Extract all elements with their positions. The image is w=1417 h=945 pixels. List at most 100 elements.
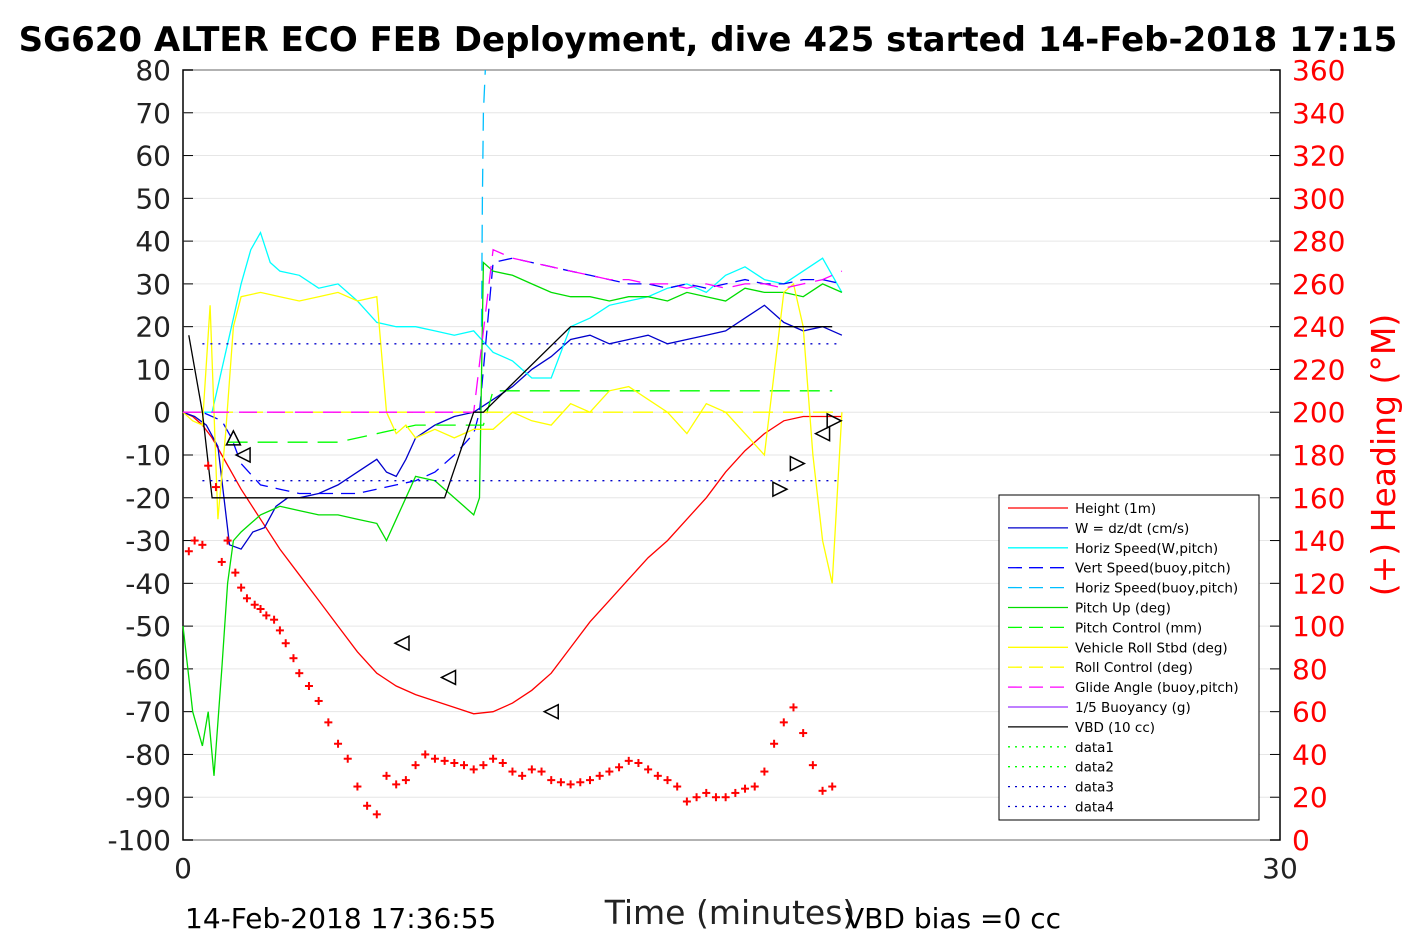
left-tick-label: 10 <box>135 353 171 386</box>
series-vert_buoy <box>183 257 843 495</box>
right-tick-label: 220 <box>1292 353 1345 386</box>
heading-point <box>198 540 207 549</box>
heading-point <box>702 788 711 797</box>
heading-point <box>750 782 759 791</box>
heading-point <box>585 776 594 785</box>
left-tick-label: -100 <box>107 824 171 857</box>
heading-point <box>460 761 469 770</box>
left-tick-label: 0 <box>153 396 171 429</box>
right-y-axis: 3603403203002802602402202001801601401201… <box>1270 54 1345 857</box>
series-vbd <box>188 326 833 499</box>
right-y-axis-label: (+) Heading (°M) <box>1364 314 1403 596</box>
right-tick-label: 80 <box>1292 653 1328 686</box>
heading-point <box>721 793 730 802</box>
heading-point <box>223 536 232 545</box>
triangle-marker <box>234 446 251 464</box>
heading-point <box>289 654 298 663</box>
heading-point <box>401 776 410 785</box>
left-tick-label: -60 <box>125 653 171 686</box>
heading-point <box>304 682 313 690</box>
heading-point <box>469 765 478 774</box>
heading-point <box>314 696 323 705</box>
heading-point <box>479 761 488 770</box>
heading-point <box>624 756 633 765</box>
legend-label: W = dz/dt (cm/s) <box>1075 521 1189 537</box>
left-tick-label: -90 <box>125 781 171 814</box>
heading-point <box>262 611 271 620</box>
left-tick-label: -10 <box>125 439 171 472</box>
footer-vbd-bias: VBD bias =0 cc <box>845 902 1061 935</box>
heading-point <box>489 754 498 763</box>
right-tick-label: 360 <box>1292 54 1345 87</box>
heading-point <box>450 759 459 767</box>
annotation-markers <box>225 412 843 720</box>
heading-points <box>184 461 837 819</box>
heading-point <box>605 767 614 776</box>
heading-point <box>382 771 391 780</box>
heading-point <box>808 761 817 770</box>
heading-point <box>537 767 546 776</box>
left-tick-label: 80 <box>135 54 171 87</box>
heading-point <box>682 797 691 806</box>
series-horiz_buoy <box>480 69 486 327</box>
heading-point <box>411 761 420 770</box>
left-tick-label: -80 <box>125 738 171 771</box>
heading-point <box>731 788 740 797</box>
legend-label: 1/5 Buoyancy (g) <box>1075 700 1191 716</box>
legend-label: data4 <box>1075 800 1114 816</box>
left-tick-label: -20 <box>125 482 171 515</box>
heading-point <box>779 718 788 727</box>
x-tick-label: 30 <box>1262 852 1298 885</box>
heading-point <box>615 763 624 772</box>
heading-point <box>527 765 536 774</box>
heading-point <box>211 483 220 492</box>
right-tick-label: 140 <box>1292 525 1345 558</box>
heading-point <box>508 767 517 776</box>
right-tick-label: 0 <box>1292 824 1310 857</box>
left-tick-label: 70 <box>135 97 171 130</box>
heading-point <box>498 759 507 767</box>
right-tick-label: 180 <box>1292 439 1345 472</box>
right-tick-label: 240 <box>1292 311 1345 344</box>
triangle-marker <box>772 481 789 498</box>
heading-point <box>281 639 290 648</box>
right-tick-label: 300 <box>1292 182 1345 215</box>
right-tick-label: 120 <box>1292 567 1345 600</box>
left-tick-label: -40 <box>125 567 171 600</box>
heading-point <box>231 568 240 577</box>
x-axis: 0 30 <box>174 852 1298 885</box>
left-tick-label: -70 <box>125 696 171 729</box>
heading-point <box>270 615 279 624</box>
right-tick-label: 320 <box>1292 140 1345 173</box>
series-w <box>182 304 843 550</box>
heading-point <box>595 771 604 780</box>
legend-label: Vert Speed(buoy,pitch) <box>1075 561 1231 577</box>
heading-point <box>828 782 837 791</box>
series-horiz_w <box>183 230 843 413</box>
legend-label: VBD (10 cc) <box>1075 720 1155 736</box>
right-tick-label: 100 <box>1292 610 1345 643</box>
heading-point <box>799 729 808 738</box>
left-tick-label: -50 <box>125 610 171 643</box>
triangle-marker <box>393 635 410 652</box>
heading-point <box>770 739 779 748</box>
heading-point <box>392 780 401 789</box>
x-axis-label: Time (minutes) <box>604 893 856 932</box>
series-pitch <box>182 261 843 776</box>
legend-label: Vehicle Roll Stbd (deg) <box>1075 640 1228 656</box>
right-tick-label: 340 <box>1292 97 1345 130</box>
heading-point <box>217 557 226 566</box>
heading-point <box>343 754 352 763</box>
heading-point <box>518 771 527 780</box>
heading-point <box>566 780 575 789</box>
legend-label: data3 <box>1075 780 1114 796</box>
heading-point <box>372 810 381 819</box>
right-tick-label: 280 <box>1292 225 1345 258</box>
heading-point <box>204 461 213 470</box>
heading-point <box>430 754 439 763</box>
triangle-marker <box>439 669 457 686</box>
heading-point <box>818 786 827 795</box>
series-layer <box>182 69 843 776</box>
series-height <box>182 411 842 715</box>
